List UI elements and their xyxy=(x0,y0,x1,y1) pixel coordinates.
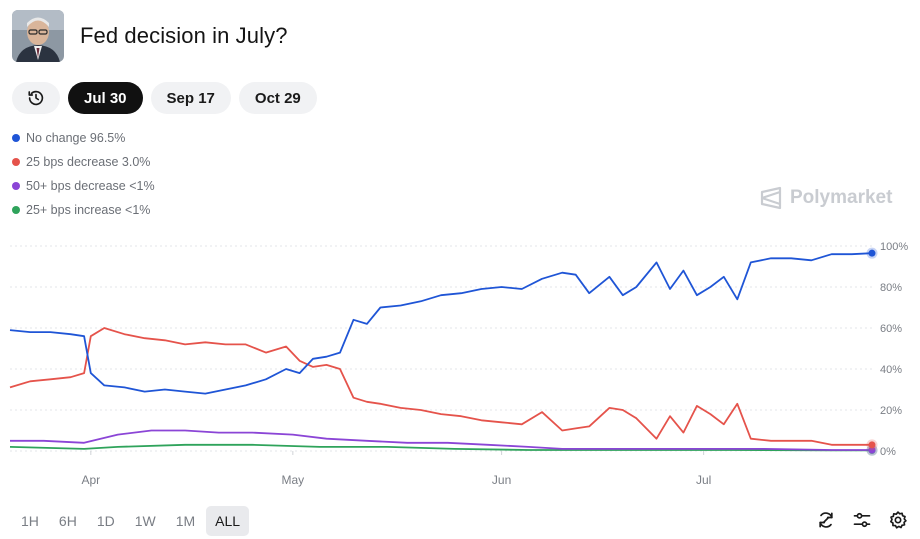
range-1w[interactable]: 1W xyxy=(134,513,156,529)
range-all[interactable]: ALL xyxy=(206,506,250,536)
tab-jul-30[interactable]: Jul 30 xyxy=(68,82,143,114)
tab-sep-17[interactable]: Sep 17 xyxy=(150,82,231,114)
y-tick-label: 0% xyxy=(880,446,896,458)
x-tick-label: Apr xyxy=(81,473,100,487)
time-range-selector: 1H 6H 1D 1W 1M ALL xyxy=(12,506,250,536)
y-tick-label: 80% xyxy=(880,282,902,294)
series-line-25-bps-increase xyxy=(9,443,872,452)
legend-dot xyxy=(12,206,20,214)
market-header: Fed decision in July? xyxy=(12,10,288,62)
gear-icon[interactable] xyxy=(888,510,908,530)
range-1m[interactable]: 1M xyxy=(175,513,196,529)
polymarket-logo-icon xyxy=(760,186,782,210)
sliders-icon[interactable] xyxy=(852,510,872,530)
legend-label: 50+ bps decrease <1% xyxy=(26,179,155,193)
legend-item-no-change: No change 96.5% xyxy=(12,126,155,150)
tab-oct-29[interactable]: Oct 29 xyxy=(238,82,317,114)
refresh-icon[interactable] xyxy=(816,510,836,530)
x-tick-label: May xyxy=(282,473,305,487)
legend-dot xyxy=(12,182,20,190)
market-avatar xyxy=(12,10,64,62)
y-tick-label: 100% xyxy=(880,241,908,253)
range-6h[interactable]: 6H xyxy=(58,513,77,529)
legend-dot xyxy=(12,158,20,166)
probability-chart[interactable]: 100% 80% 60% 40% 20% 0% Apr May Jun Jul xyxy=(0,230,920,502)
chart-legend: No change 96.5% 25 bps decrease 3.0% 50+… xyxy=(12,126,155,222)
history-icon xyxy=(28,90,44,106)
series-end-point xyxy=(868,446,876,454)
y-tick-label: 20% xyxy=(880,405,902,417)
series-line-50-bps-decrease xyxy=(10,429,872,451)
legend-label: 25+ bps increase <1% xyxy=(26,203,151,217)
polymarket-watermark: Polymarket xyxy=(760,186,892,210)
series-end-point xyxy=(868,441,876,449)
range-1h[interactable]: 1H xyxy=(21,513,39,529)
y-tick-label: 40% xyxy=(880,364,902,376)
legend-item-25bps-decrease: 25 bps decrease 3.0% xyxy=(12,150,155,174)
series-line-no-change xyxy=(9,252,873,395)
market-title: Fed decision in July? xyxy=(80,23,288,48)
date-tabs: Jul 30 Sep 17 Oct 29 xyxy=(12,82,317,114)
range-1d[interactable]: 1D xyxy=(96,513,115,529)
y-tick-label: 60% xyxy=(880,323,902,335)
watermark-text: Polymarket xyxy=(790,187,893,208)
x-tick-label: Jun xyxy=(492,473,511,487)
legend-item-50bps-decrease: 50+ bps decrease <1% xyxy=(12,174,155,198)
legend-label: No change 96.5% xyxy=(26,131,126,145)
chart-tools xyxy=(816,510,908,530)
legend-dot xyxy=(12,134,20,142)
history-tab[interactable] xyxy=(12,82,60,114)
x-tick-label: Jul xyxy=(696,473,711,487)
series-end-point xyxy=(868,249,876,257)
legend-label: 25 bps decrease 3.0% xyxy=(26,155,151,169)
legend-item-25bps-increase: 25+ bps increase <1% xyxy=(12,198,155,222)
series-line-25-bps-decrease xyxy=(9,327,872,446)
